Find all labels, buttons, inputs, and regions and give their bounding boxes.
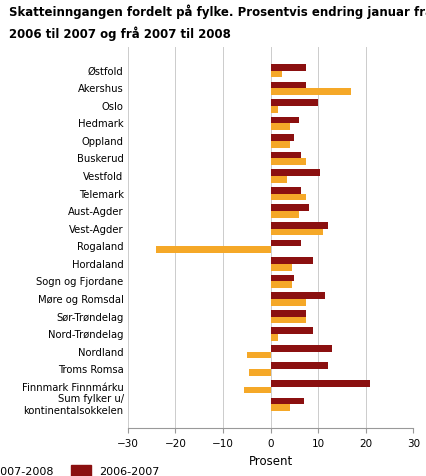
Text: Skatteinngangen fordelt på fylke. Prosentvis endring januar frå: Skatteinngangen fordelt på fylke. Prosen… (9, 5, 426, 20)
Bar (271, 405, 290, 411)
Bar (271, 380, 370, 387)
Bar (271, 363, 328, 369)
Bar (271, 71, 282, 78)
Bar (271, 264, 292, 271)
Bar (271, 240, 302, 247)
Bar (271, 82, 306, 89)
Bar (271, 89, 351, 96)
Bar (271, 293, 325, 299)
Bar (271, 258, 313, 264)
Legend: 2007-2008, 2006-2007: 2007-2008, 2006-2007 (0, 461, 164, 476)
Bar (271, 212, 299, 218)
Bar (271, 317, 306, 324)
Bar (247, 352, 271, 358)
Bar (271, 345, 332, 352)
Bar (271, 107, 278, 113)
Bar (271, 223, 328, 229)
Bar (245, 387, 271, 394)
Bar (271, 194, 306, 201)
Bar (271, 152, 302, 159)
Bar (271, 299, 306, 306)
Text: 2006 til 2007 og frå 2007 til 2008: 2006 til 2007 og frå 2007 til 2008 (9, 26, 230, 41)
Bar (271, 135, 294, 142)
Bar (271, 229, 323, 236)
Bar (271, 310, 306, 317)
Bar (156, 247, 271, 253)
Bar (271, 334, 278, 341)
Bar (271, 282, 292, 288)
Bar (271, 118, 299, 124)
Bar (271, 398, 304, 405)
Bar (271, 159, 306, 166)
Bar (271, 170, 320, 177)
Bar (271, 124, 290, 131)
Bar (271, 100, 318, 107)
X-axis label: Prosent: Prosent (248, 454, 293, 466)
Bar (271, 65, 306, 71)
Bar (271, 275, 294, 282)
Bar (271, 177, 287, 183)
Bar (249, 369, 271, 376)
Bar (271, 327, 313, 334)
Bar (271, 188, 302, 194)
Bar (271, 205, 308, 212)
Bar (271, 142, 290, 149)
